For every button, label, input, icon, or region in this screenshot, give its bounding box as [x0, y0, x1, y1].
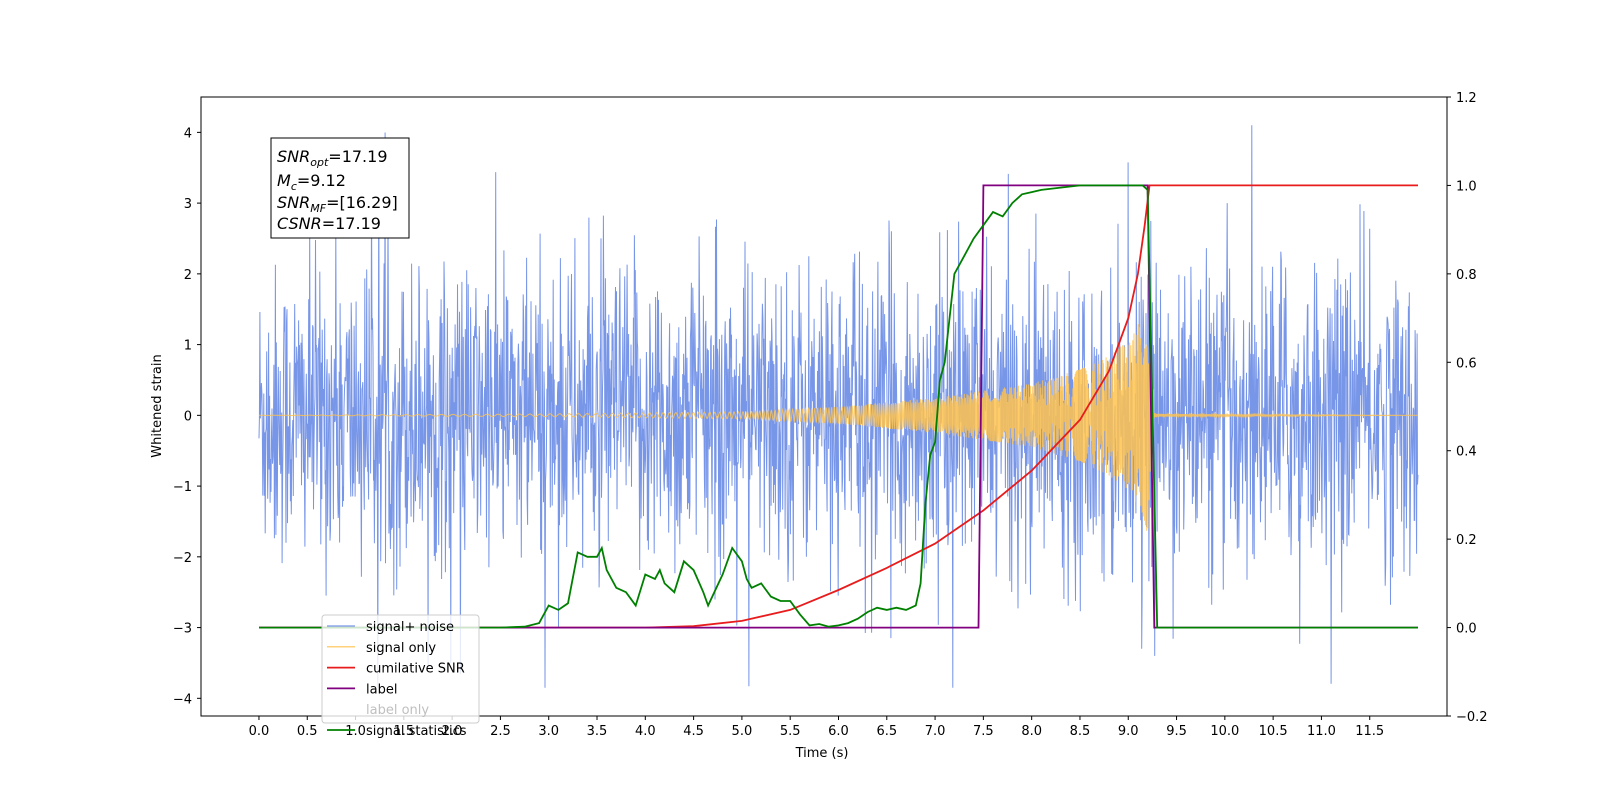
x-tick-label: 9.5 [1166, 724, 1187, 739]
x-tick-label: 6.0 [828, 724, 849, 739]
y-axis-label: Whitened strain [150, 354, 165, 457]
y-tick-label: −3 [173, 622, 192, 637]
x-tick-label: 3.5 [587, 724, 608, 739]
legend-label: label [366, 682, 397, 697]
series-signal-statistics [259, 184, 1418, 629]
x-tick-label: 7.5 [973, 724, 994, 739]
x-tick-label: 8.5 [1070, 724, 1091, 739]
y2-tick-label: 1.0 [1456, 179, 1477, 194]
y2-axis-ticks: −0.2 0.0 0.2 0.4 0.6 0.8 1.0 1.2 [1447, 91, 1488, 725]
series-signal-noise [258, 125, 1419, 688]
annotation-mc: Mc=9.12 [277, 171, 346, 193]
x-tick-label: 2.5 [490, 724, 511, 739]
y-tick-label: 2 [184, 268, 192, 283]
x-tick-label: 2.0 [442, 724, 463, 739]
x-tick-label: 10.0 [1210, 724, 1239, 739]
x-tick-label: 4.0 [635, 724, 656, 739]
annotation-csnr: CSNR=17.19 [277, 214, 381, 233]
plot-frame [200, 96, 1448, 717]
annotation-snr-mf: SNRMF=[16.29] [277, 193, 398, 215]
x-tick-label: 11.5 [1355, 724, 1384, 739]
x-tick-label: 5.5 [780, 724, 801, 739]
y2-tick-label: 0.4 [1456, 445, 1477, 460]
y2-tick-label: 1.2 [1456, 91, 1477, 106]
y-tick-label: −1 [173, 480, 192, 495]
y2-tick-label: 0.6 [1456, 356, 1477, 371]
x-tick-label: 8.0 [1021, 724, 1042, 739]
y2-tick-label: 0.2 [1456, 533, 1477, 548]
x-tick-label: 0.5 [297, 724, 318, 739]
x-tick-label: 9.0 [1118, 724, 1139, 739]
series-layer [258, 125, 1419, 688]
y2-tick-label: 0.0 [1456, 622, 1477, 637]
y-tick-label: −4 [173, 692, 192, 707]
x-tick-label: 5.0 [732, 724, 753, 739]
y-tick-label: −2 [173, 551, 192, 566]
legend-label: signal statistics [366, 724, 467, 739]
x-tick-label: 1.0 [345, 724, 366, 739]
y2-tick-label: 0.8 [1456, 268, 1477, 283]
legend: signal+ noise signal only cumilative SNR la… [321, 614, 480, 739]
legend-label: signal only [366, 641, 436, 656]
x-tick-label: 4.5 [683, 724, 704, 739]
x-axis-ticks: 0.0 0.5 1.0 1.5 2.0 2.5 3.0 3.5 4.0 4.5 5.0 5.5 6.0 6… [249, 716, 1384, 739]
x-tick-label: 11.0 [1307, 724, 1336, 739]
y2-tick-label: −0.2 [1456, 710, 1488, 725]
legend-frame [321, 614, 480, 724]
x-tick-label: 6.5 [876, 724, 897, 739]
legend-label: cumilative SNR [366, 662, 465, 677]
series-signal-only [259, 324, 1418, 531]
legend-label: signal+ noise [366, 620, 454, 635]
x-tick-label: 1.5 [393, 724, 414, 739]
y-axis-ticks: −4 −3 −2 −1 0 1 2 3 4 [173, 126, 201, 707]
x-tick-label: 0.0 [249, 724, 270, 739]
annotation-box: SNRopt=17.19 Mc=9.12 SNRMF=[16.29] CSNR=… [270, 137, 410, 239]
x-tick-label: 3.0 [538, 724, 559, 739]
x-axis-label: Time (s) [795, 746, 849, 761]
y-tick-label: 0 [184, 409, 192, 424]
x-tick-label: 7.0 [925, 724, 946, 739]
legend-label: label only [366, 703, 429, 718]
series-cumilative-snr [259, 184, 1418, 629]
y-tick-label: 4 [184, 126, 192, 141]
x-tick-label: 10.5 [1259, 724, 1288, 739]
y-tick-label: 1 [184, 339, 192, 354]
y-tick-label: 3 [184, 197, 192, 212]
annotation-snr-opt: SNRopt=17.19 [277, 147, 388, 169]
